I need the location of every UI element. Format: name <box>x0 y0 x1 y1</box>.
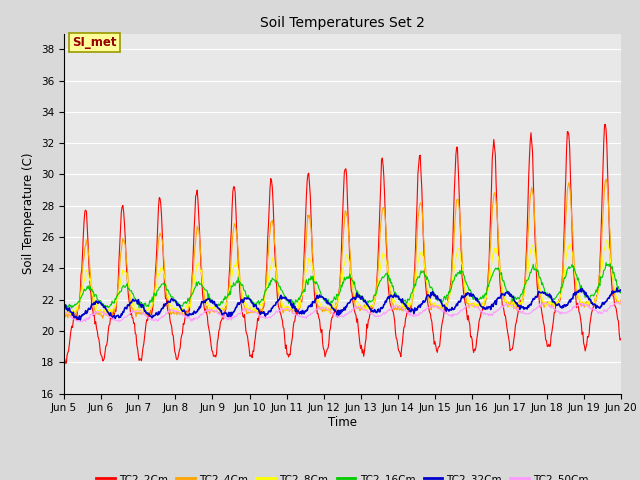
TC2_2Cm <box>71 312 79 317</box>
Line: TC2_4Cm: TC2_4Cm <box>64 179 621 318</box>
TC2_4Cm <box>70 313 78 319</box>
TC2_50Cm <box>76 319 84 324</box>
TC2_8Cm <box>70 308 78 314</box>
TC2_2Cm <box>128 315 136 321</box>
TC2_8Cm <box>185 302 193 308</box>
TC2_16Cm <box>428 284 435 290</box>
TC2_4Cm <box>128 305 136 311</box>
TC2_32Cm <box>214 305 222 311</box>
TC2_2Cm <box>60 354 68 360</box>
TC2_2Cm <box>428 316 435 322</box>
TC2_50Cm <box>617 299 625 304</box>
TC2_32Cm <box>60 303 68 309</box>
TC2_50Cm <box>60 307 68 312</box>
TC2_50Cm <box>411 311 419 317</box>
TC2_8Cm <box>60 309 68 315</box>
TC2_2Cm <box>185 307 193 313</box>
TC2_2Cm <box>602 121 609 127</box>
TC2_32Cm <box>76 317 84 323</box>
TC2_4Cm <box>411 272 419 277</box>
TC2_50Cm <box>185 314 193 320</box>
TC2_16Cm <box>185 298 193 304</box>
TC2_4Cm <box>99 315 107 321</box>
TC2_16Cm <box>617 290 625 296</box>
TC2_32Cm <box>411 305 419 311</box>
TC2_16Cm <box>60 301 68 307</box>
TC2_32Cm <box>128 298 136 304</box>
TC2_2Cm <box>214 336 222 341</box>
X-axis label: Time: Time <box>328 416 357 429</box>
TC2_4Cm <box>602 176 610 182</box>
TC2_2Cm <box>617 336 625 342</box>
TC2_32Cm <box>613 285 621 291</box>
TC2_4Cm <box>185 305 193 311</box>
TC2_8Cm <box>617 300 625 306</box>
TC2_32Cm <box>428 290 435 296</box>
TC2_16Cm <box>411 281 419 287</box>
TC2_32Cm <box>185 313 193 319</box>
TC2_50Cm <box>214 310 222 316</box>
TC2_4Cm <box>617 298 625 303</box>
Line: TC2_32Cm: TC2_32Cm <box>64 288 621 320</box>
TC2_2Cm <box>61 360 69 366</box>
Line: TC2_8Cm: TC2_8Cm <box>64 240 621 315</box>
TC2_8Cm <box>428 300 435 306</box>
TC2_16Cm <box>602 260 610 265</box>
Line: TC2_2Cm: TC2_2Cm <box>64 124 621 363</box>
Text: SI_met: SI_met <box>72 36 117 49</box>
TC2_8Cm <box>128 300 136 305</box>
Line: TC2_16Cm: TC2_16Cm <box>64 263 621 309</box>
TC2_16Cm <box>128 290 136 296</box>
Line: TC2_50Cm: TC2_50Cm <box>64 301 621 322</box>
Legend: TC2_2Cm, TC2_4Cm, TC2_8Cm, TC2_16Cm, TC2_32Cm, TC2_50Cm: TC2_2Cm, TC2_4Cm, TC2_8Cm, TC2_16Cm, TC2… <box>92 470 593 480</box>
Title: Soil Temperatures Set 2: Soil Temperatures Set 2 <box>260 16 425 30</box>
TC2_16Cm <box>71 301 79 307</box>
TC2_50Cm <box>428 304 435 310</box>
TC2_4Cm <box>60 314 68 320</box>
Y-axis label: Soil Temperature (C): Soil Temperature (C) <box>22 153 35 275</box>
TC2_2Cm <box>411 263 419 269</box>
TC2_4Cm <box>428 307 435 312</box>
TC2_16Cm <box>63 306 71 312</box>
TC2_32Cm <box>617 287 625 293</box>
TC2_50Cm <box>70 316 78 322</box>
TC2_8Cm <box>604 238 611 243</box>
TC2_4Cm <box>214 310 222 316</box>
TC2_50Cm <box>128 310 136 316</box>
TC2_32Cm <box>70 315 78 321</box>
TC2_8Cm <box>411 283 419 288</box>
TC2_16Cm <box>214 303 222 309</box>
TC2_8Cm <box>102 312 109 318</box>
TC2_8Cm <box>214 307 222 313</box>
